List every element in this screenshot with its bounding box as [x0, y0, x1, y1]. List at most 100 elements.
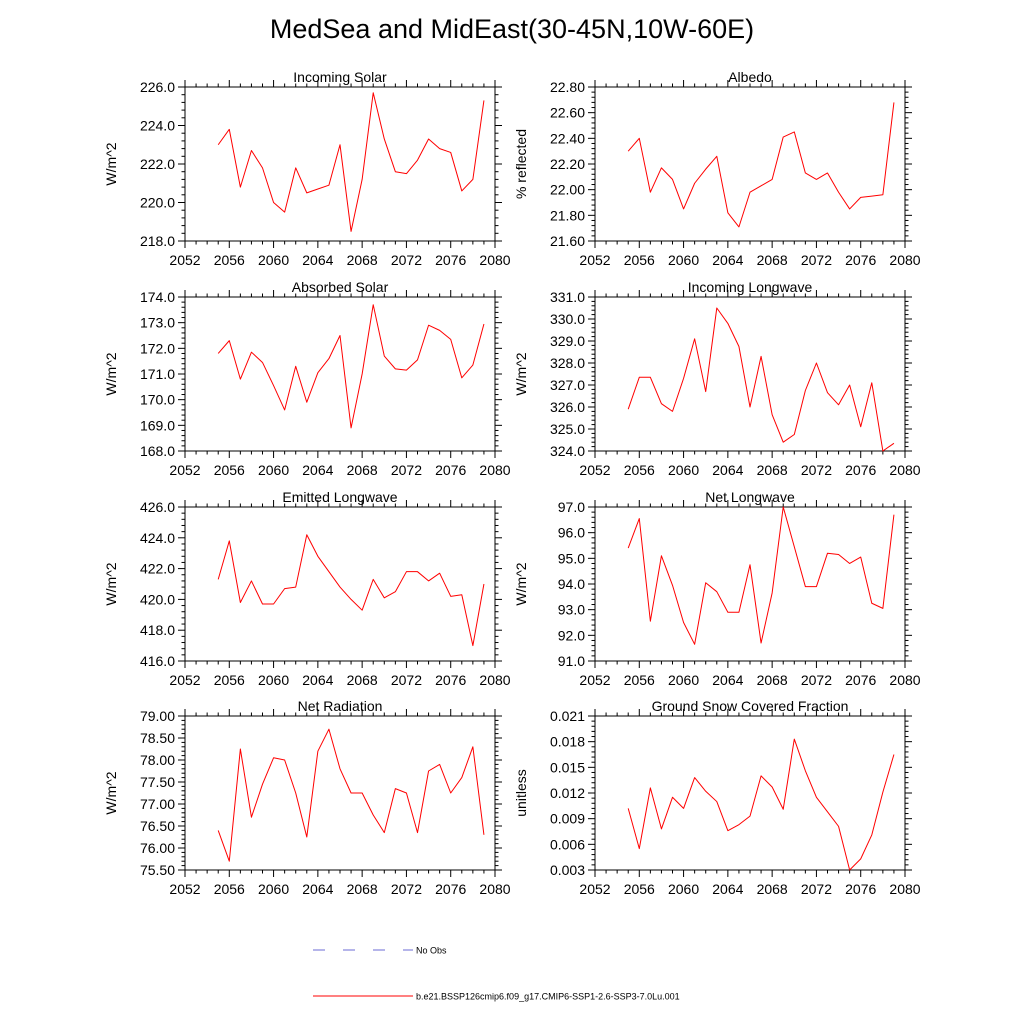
y-tick-label: 326.0: [550, 399, 585, 415]
legend-model-label: b.e21.BSSP126cmip6.f09_g17.CMIP6-SSP1-2.…: [416, 992, 680, 1002]
x-tick-label: 2080: [479, 252, 510, 268]
x-tick-label: 2064: [712, 672, 743, 688]
x-tick-label: 2064: [302, 881, 333, 897]
y-tick-label: 0.015: [550, 759, 585, 775]
x-tick-label: 2080: [889, 672, 920, 688]
y-tick-label: 325.0: [550, 421, 585, 437]
x-tick-label: 2056: [214, 672, 245, 688]
series-line-1: [217, 534, 485, 647]
series-line-1: [217, 728, 485, 862]
x-tick-label: 2060: [668, 881, 699, 897]
x-tick-label: 2076: [845, 672, 876, 688]
x-tick-label: 2056: [624, 672, 655, 688]
x-tick-label: 2072: [391, 881, 422, 897]
y-tick-label: 22.80: [550, 79, 585, 95]
figure-title: MedSea and MidEast(30-45N,10W-60E): [269, 14, 755, 44]
legend-obs-label: No Obs: [416, 946, 447, 956]
x-tick-label: 2052: [579, 252, 610, 268]
x-tick-label: 2052: [169, 672, 200, 688]
x-tick-label: 2060: [258, 881, 289, 897]
y-tick-label: 329.0: [550, 333, 585, 349]
y-tick-label: 0.021: [550, 708, 585, 724]
plot-frame: [184, 86, 496, 242]
x-tick-label: 2068: [347, 462, 378, 478]
x-tick-label: 2064: [712, 252, 743, 268]
y-tick-label: 78.00: [140, 752, 175, 768]
x-tick-label: 2068: [347, 672, 378, 688]
y-tick-label: 172.0: [140, 340, 175, 356]
y-tick-label: 218.0: [140, 233, 175, 249]
y-tick-label: 96.0: [558, 525, 585, 541]
legend: No Obs b.e21.BSSP126cmip6.f09_g17.CMIP6-…: [313, 946, 680, 1002]
y-tick-label: 95.0: [558, 550, 585, 566]
plot-frame: [184, 296, 496, 452]
panel-title: Ground Snow Covered Fraction: [652, 698, 849, 714]
x-tick-label: 2068: [757, 252, 788, 268]
x-tick-label: 2056: [624, 462, 655, 478]
x-tick-label: 2060: [258, 252, 289, 268]
x-tick-label: 2076: [435, 672, 466, 688]
y-axis-label: W/m^2: [103, 142, 119, 185]
panel-title: Incoming Longwave: [688, 279, 813, 295]
y-tick-label: 94.0: [558, 576, 585, 592]
x-tick-label: 2052: [579, 672, 610, 688]
y-tick-label: 77.00: [140, 796, 175, 812]
panel-title: Absorbed Solar: [292, 279, 389, 295]
x-tick-label: 2068: [757, 881, 788, 897]
y-tick-label: 420.0: [140, 591, 175, 607]
x-tick-label: 2068: [347, 881, 378, 897]
y-axis-label: unitless: [513, 769, 529, 816]
x-tick-label: 2076: [435, 252, 466, 268]
series-line-1: [217, 304, 485, 429]
y-axis-label: W/m^2: [513, 562, 529, 605]
panel-title: Albedo: [728, 69, 772, 85]
x-tick-label: 2052: [169, 252, 200, 268]
plot-frame: [184, 506, 496, 662]
y-tick-label: 21.80: [550, 207, 585, 223]
x-tick-label: 2068: [757, 672, 788, 688]
y-tick-label: 93.0: [558, 602, 585, 618]
y-tick-label: 174.0: [140, 289, 175, 305]
x-tick-label: 2076: [435, 462, 466, 478]
chart-panel-2: Albedo % reflected 2052 2056 2060 2064 2068 207…: [513, 69, 921, 268]
chart-panel-4: Incoming Longwave W/m^2 2052 2056 2060 2064 20…: [513, 279, 921, 478]
y-axis-label: W/m^2: [513, 352, 529, 395]
x-tick-label: 2064: [302, 252, 333, 268]
y-tick-label: 21.60: [550, 233, 585, 249]
x-tick-label: 2060: [258, 672, 289, 688]
panel-title: Incoming Solar: [293, 69, 387, 85]
x-tick-label: 2060: [668, 462, 699, 478]
y-tick-label: 222.0: [140, 156, 175, 172]
x-tick-label: 2076: [435, 881, 466, 897]
x-tick-label: 2064: [712, 462, 743, 478]
chart-panel-1: Incoming Solar W/m^2 2052 2056 2060 2064 2068 2…: [103, 69, 511, 268]
y-tick-label: 91.0: [558, 653, 585, 669]
y-tick-label: 328.0: [550, 355, 585, 371]
y-tick-label: 76.00: [140, 840, 175, 856]
y-tick-label: 22.20: [550, 156, 585, 172]
y-axis-label: % reflected: [513, 129, 529, 199]
x-tick-label: 2072: [801, 881, 832, 897]
plot-frame: [594, 715, 906, 871]
y-tick-label: 0.003: [550, 862, 585, 878]
x-tick-label: 2072: [391, 672, 422, 688]
series-line-1: [627, 738, 895, 871]
y-tick-label: 79.00: [140, 708, 175, 724]
series-line-1: [627, 307, 895, 452]
y-tick-label: 327.0: [550, 377, 585, 393]
y-tick-label: 324.0: [550, 443, 585, 459]
x-tick-label: 2060: [258, 462, 289, 478]
plot-frame: [594, 86, 906, 242]
x-tick-label: 2080: [889, 252, 920, 268]
y-tick-label: 224.0: [140, 118, 175, 134]
x-tick-label: 2056: [214, 462, 245, 478]
chart-panel-7: Net Radiation W/m^2 2052 2056 2060 2064 2068 20…: [103, 698, 511, 897]
x-tick-label: 2080: [889, 881, 920, 897]
x-tick-label: 2064: [302, 672, 333, 688]
x-tick-label: 2080: [479, 881, 510, 897]
x-tick-label: 2080: [479, 672, 510, 688]
x-tick-label: 2052: [579, 881, 610, 897]
y-tick-label: 416.0: [140, 653, 175, 669]
y-tick-label: 0.009: [550, 811, 585, 827]
plot-frame: [594, 296, 906, 452]
